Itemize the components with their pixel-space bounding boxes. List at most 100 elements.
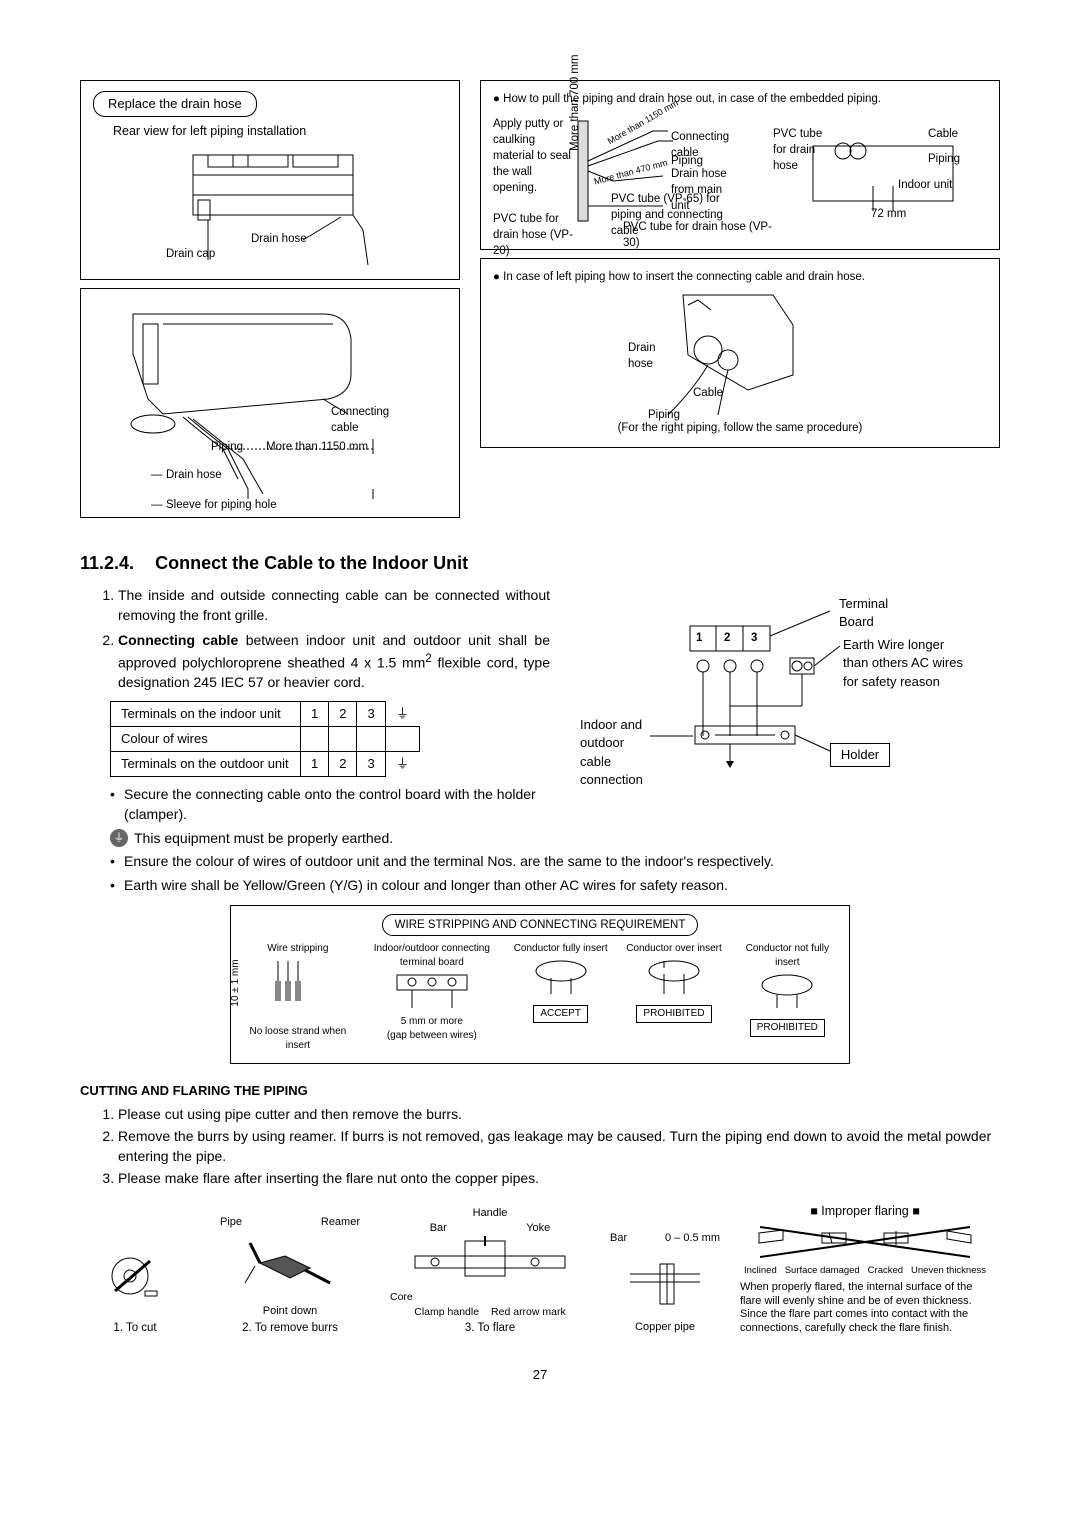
r1-c2: 2 xyxy=(329,701,357,726)
mm72-label: 72 mm xyxy=(871,206,906,222)
table-row: Colour of wires xyxy=(111,727,420,752)
tb-n3: 3 xyxy=(751,630,757,646)
no-loose-strand: No loose strand when insert xyxy=(241,1025,355,1053)
tools-row: 1. To cut Pipe Reamer Point down 2. To r… xyxy=(80,1203,1000,1336)
prohibited-tag-1: PROHIBITED xyxy=(636,1005,711,1023)
earth-note-text: This equipment must be properly earthed. xyxy=(134,829,393,849)
r3-c3: 3 xyxy=(357,752,385,777)
rear-view-diagram xyxy=(93,145,443,275)
earth-symbol-icon: ⏚ xyxy=(396,706,409,721)
mid-row: The inside and outside connecting cable … xyxy=(80,586,1000,852)
sleeve-label: Sleeve for piping hole xyxy=(166,497,277,513)
replace-drain-hose-pill: Replace the drain hose xyxy=(93,91,257,117)
terminal-board-label: Terminal Board xyxy=(835,591,925,635)
terminals-table: Terminals on the indoor unit 1 2 3 ⏚ Col… xyxy=(110,701,420,778)
main-ordered-list: The inside and outside connecting cable … xyxy=(118,586,550,693)
point-down-label: Point down xyxy=(210,1304,370,1319)
cable-conn-label: Indoor and outdoor cable connection xyxy=(580,716,655,789)
gap-label: 0 – 0.5 mm xyxy=(665,1231,720,1246)
step-2: 2. To remove burrs xyxy=(210,1320,370,1336)
r3-label: Terminals on the outdoor unit xyxy=(111,752,301,777)
holder-label: Holder xyxy=(830,743,890,767)
left-piping-insert-box: ● In case of left piping how to insert t… xyxy=(480,258,1000,448)
replace-drain-hose-box: Replace the drain hose Rear view for lef… xyxy=(80,80,460,280)
improper-title: ■ Improper flaring ■ xyxy=(740,1203,990,1221)
conductor-over: Conductor over insert xyxy=(622,942,725,956)
tb-n1: 1 xyxy=(696,630,702,646)
piping-label-3: Piping xyxy=(648,407,680,423)
prohibited-tag-2: PROHIBITED xyxy=(750,1019,825,1037)
mid-left-column: The inside and outside connecting cable … xyxy=(80,586,550,852)
step-3: 3. To flare xyxy=(390,1320,590,1336)
wire-col-4: Conductor over insert PROHIBITED xyxy=(622,942,725,1023)
handle-label: Handle xyxy=(390,1206,590,1221)
terminal-board-diagram: 1 2 3 Terminal Board Earth Wire longer t… xyxy=(580,586,1000,852)
cut-item-2: Remove the burrs by using reamer. If bur… xyxy=(118,1127,1000,1166)
piping2-label: Piping xyxy=(928,151,960,167)
cutting-list: Please cut using pipe cutter and then re… xyxy=(118,1105,1000,1189)
wire-col-1: Wire stripping 10 ± 1 mm No loose strand… xyxy=(241,942,355,1053)
gap-5mm: 5 mm or more xyxy=(365,1015,499,1029)
improper-note: When properly flared, the internal surfa… xyxy=(740,1281,990,1336)
section-heading: 11.2.4. Connect the Cable to the Indoor … xyxy=(80,551,1000,576)
pvc-tube-drain-label: PVC tube for drain hose xyxy=(773,126,823,174)
left-piping-diagram xyxy=(493,285,993,420)
cable-label-r: Cable xyxy=(928,126,958,142)
tb-n2: 2 xyxy=(724,630,730,646)
top-right-column: ● How to pull the piping and drain hose … xyxy=(480,80,1000,526)
top-diagrams-row: Replace the drain hose Rear view for lef… xyxy=(80,80,1000,526)
earth-note-row: ⏚ This equipment must be properly earthe… xyxy=(110,829,550,849)
pipe-label: Pipe xyxy=(220,1215,242,1230)
earth-wire-label: Earth Wire longer than others AC wires f… xyxy=(843,636,973,691)
imp-cracked: Cracked xyxy=(868,1264,903,1277)
step-1: 1. To cut xyxy=(80,1320,190,1336)
conductor-not-fully: Conductor not fully insert xyxy=(736,942,839,970)
r3-c1: 1 xyxy=(301,752,329,777)
r1-c1: 1 xyxy=(301,701,329,726)
bullet-earth-wire: Earth wire shall be Yellow/Green (Y/G) i… xyxy=(110,876,1000,896)
item-2: Connecting cable between indoor unit and… xyxy=(118,631,550,692)
wire-col-5: Conductor not fully insert PROHIBITED xyxy=(736,942,839,1037)
pvc30-label: PVC tube for drain hose (VP-30) xyxy=(623,219,773,251)
embedded-piping-box: ● How to pull the piping and drain hose … xyxy=(480,80,1000,250)
drain-hose-label-3: Drain hose xyxy=(628,340,668,372)
cut-item-1: Please cut using pipe cutter and then re… xyxy=(118,1105,1000,1125)
piping-label: Piping xyxy=(211,439,243,455)
improper-flaring-block: ■ Improper flaring ■ Inclined Surface da… xyxy=(740,1203,990,1336)
wire-col-3: Conductor fully insert ACCEPT xyxy=(509,942,612,1023)
tool-cut: 1. To cut xyxy=(80,1246,190,1336)
wire-stripping-label: Wire stripping xyxy=(241,942,355,956)
left-piping-bullet: In case of left piping how to insert the… xyxy=(503,271,865,283)
indoor-outdoor-board: Indoor/outdoor connecting terminal board xyxy=(365,942,499,970)
imp-uneven: Uneven thickness xyxy=(911,1264,986,1277)
conductor-fully: Conductor fully insert xyxy=(509,942,612,956)
item-2-bold: Connecting cable xyxy=(118,632,238,648)
indoor-unit-label: Indoor unit xyxy=(898,177,952,193)
core-label: Core xyxy=(390,1290,413,1305)
indoor-unit-side-box: Connecting cable Piping More than 1150 m… xyxy=(80,288,460,518)
cutting-heading: CUTTING AND FLARING THE PIPING xyxy=(80,1082,1000,1100)
item-1: The inside and outside connecting cable … xyxy=(118,586,550,625)
drain-hose-label-2: Drain hose xyxy=(166,467,222,483)
wire-stripping-box: WIRE STRIPPING AND CONNECTING REQUIREMEN… xyxy=(230,905,850,1064)
r1-c3: 3 xyxy=(357,701,385,726)
pvc20-label: PVC tube for drain hose (VP-20) xyxy=(493,211,578,259)
right-piping-footer: (For the right piping, follow the same p… xyxy=(493,420,987,436)
tool-remove-burrs: Pipe Reamer Point down 2. To remove burr… xyxy=(210,1215,370,1336)
section-number: 11.2.4. xyxy=(80,553,134,573)
r3-c2: 2 xyxy=(329,752,357,777)
improper-icons-row xyxy=(740,1225,990,1260)
bar-label-2: Bar xyxy=(610,1231,627,1246)
after-table-bullets: Secure the connecting cable onto the con… xyxy=(110,785,550,824)
cut-item-3: Please make flare after inserting the fl… xyxy=(118,1169,1000,1189)
more-than-1150-label: More than 1150 mm xyxy=(266,439,368,455)
imp-surface: Surface damaged xyxy=(785,1264,860,1277)
earth-symbol-icon: ⏚ xyxy=(396,756,409,771)
page-number: 27 xyxy=(80,1366,1000,1384)
red-arrow-label: Red arrow mark xyxy=(491,1305,566,1320)
gap-between: (gap between wires) xyxy=(365,1029,499,1043)
bullet-secure: Secure the connecting cable onto the con… xyxy=(110,785,550,824)
table-row: Terminals on the indoor unit 1 2 3 ⏚ xyxy=(111,701,420,726)
yoke-label: Yoke xyxy=(526,1221,550,1236)
earth-icon-cell-2: ⏚ xyxy=(385,752,419,777)
